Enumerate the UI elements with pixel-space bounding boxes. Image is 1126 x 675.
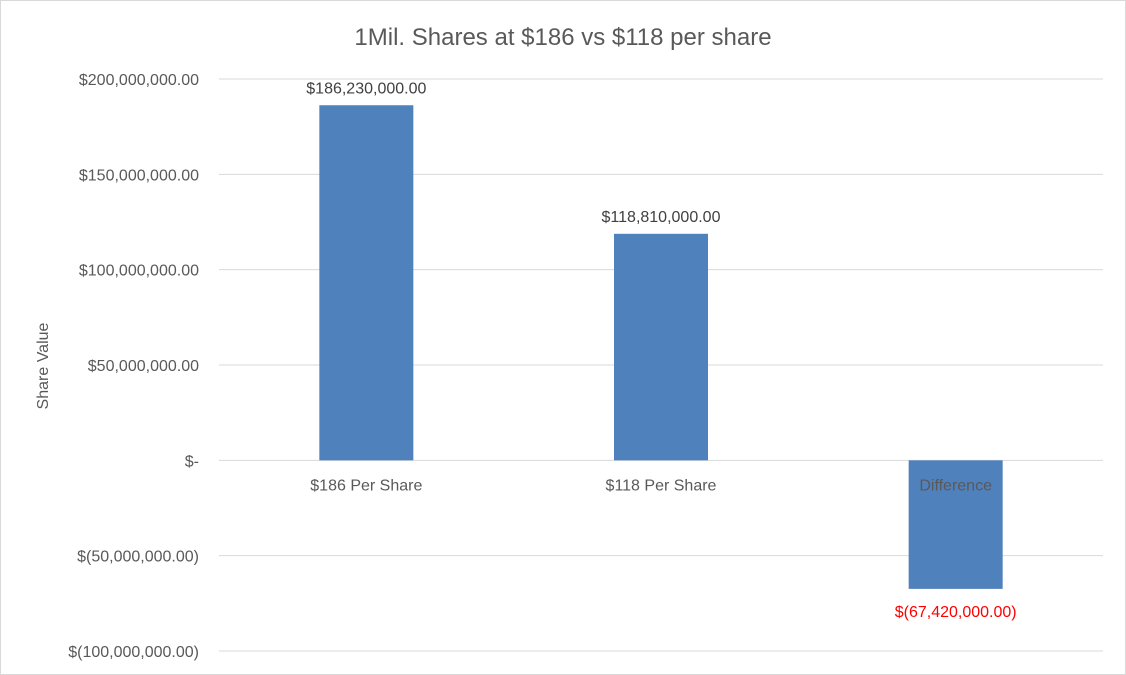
category-label-0: $186 Per Share (310, 477, 422, 494)
y-tick-label-5: $(50,000,000.00) (77, 549, 199, 566)
bar-1 (614, 233, 708, 461)
data-label-2: $(67,420,000.00) (895, 604, 1017, 621)
y-tick-label-4: $- (185, 453, 199, 470)
bars (319, 105, 1003, 589)
y-tick-label-2: $100,000,000.00 (79, 263, 199, 280)
data-labels: $186,230,000.00 $118,810,000.00 $(67,420,0… (306, 80, 1016, 621)
bar-2 (908, 460, 1003, 589)
bar-0 (319, 105, 414, 461)
category-labels: $186 Per Share $118 Per Share Difference (310, 477, 992, 494)
y-tick-label-0: $200,000,000.00 (79, 72, 199, 89)
category-label-2: Difference (919, 477, 992, 494)
y-tick-label-3: $50,000,000.00 (88, 358, 199, 375)
y-axis-title: Share Value (35, 322, 52, 409)
y-tick-label-1: $150,000,000.00 (79, 167, 199, 184)
y-tick-labels: $200,000,000.00 $150,000,000.00 $100,000,0… (68, 72, 199, 661)
data-label-0: $186,230,000.00 (306, 80, 426, 97)
data-label-1: $118,810,000.00 (602, 209, 721, 226)
chart-title: 1Mil. Shares at $186 vs $118 per share (354, 24, 771, 51)
y-tick-label-6: $(100,000,000.00) (68, 644, 199, 661)
category-label-1: $118 Per Share (606, 477, 717, 494)
